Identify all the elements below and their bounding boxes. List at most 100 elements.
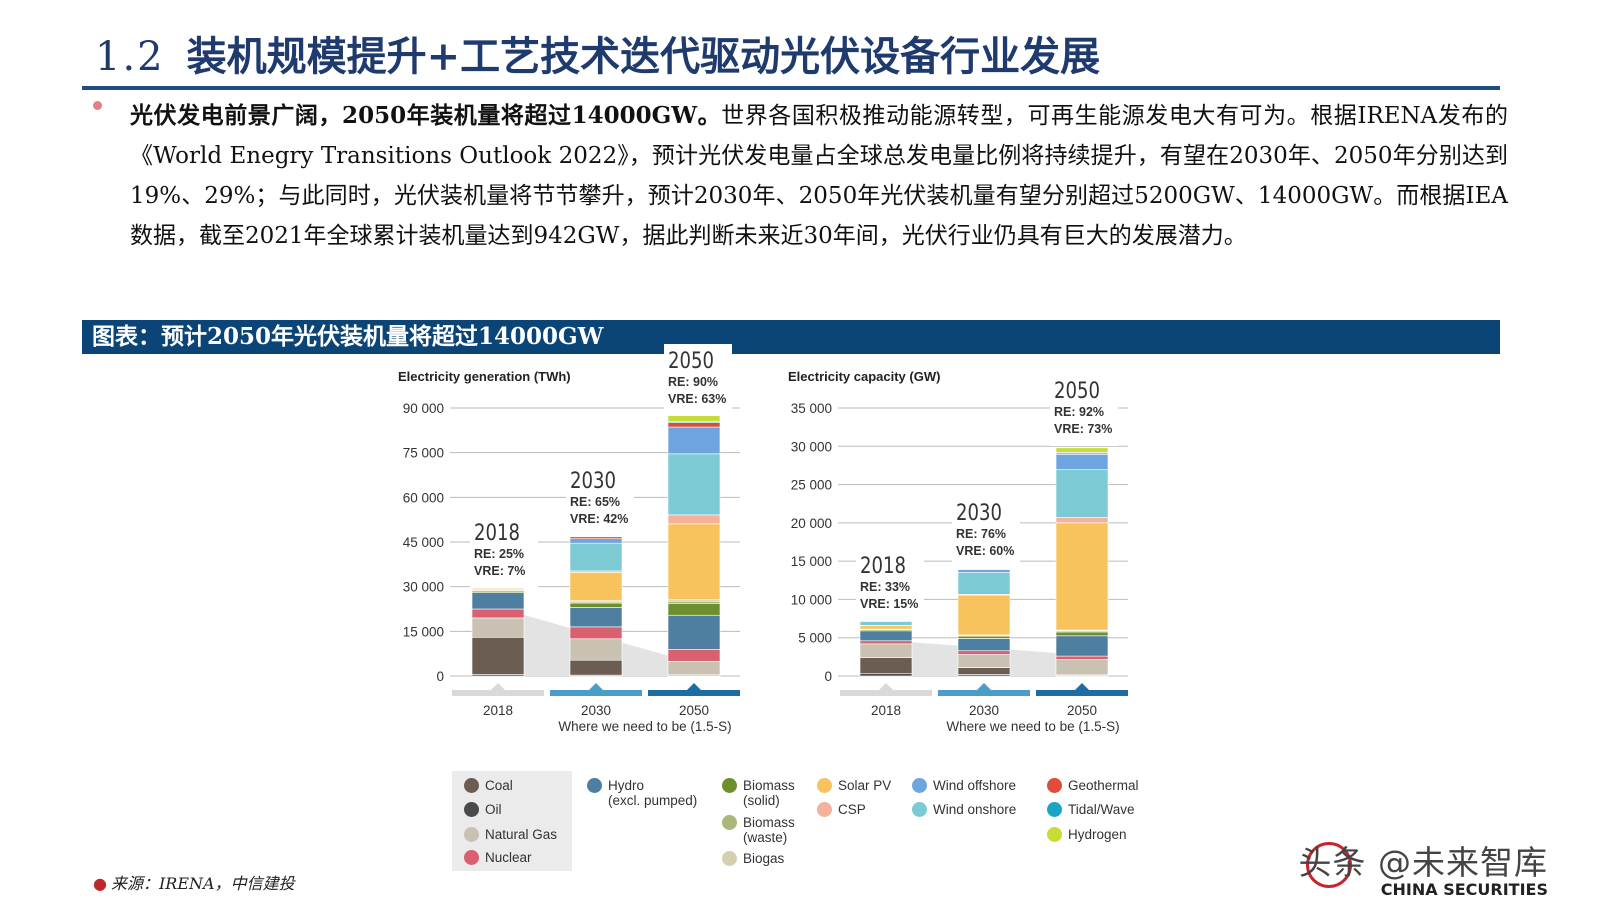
category-marker-icon — [687, 683, 701, 690]
bar-segment-coal-2018 — [859, 657, 913, 675]
source-bullet-icon: ● — [93, 874, 107, 893]
legend-label-solar-pv: Solar PV — [838, 778, 892, 793]
chart-title: Electricity generation (TWh) — [398, 369, 571, 384]
bar-segment-wind-onshore-2050 — [667, 453, 721, 516]
category-underline — [648, 690, 740, 696]
x-tick-label: 2030 — [581, 703, 611, 718]
bar-segment-nuclear-2050 — [667, 649, 721, 662]
annotation-vre: VRE: 15% — [860, 597, 918, 611]
category-marker-icon — [491, 683, 505, 690]
annotation-vre: VRE: 73% — [1054, 422, 1112, 436]
y-tick-label: 0 — [824, 669, 832, 684]
bar-segment-tidal-wave-2030 — [957, 568, 1011, 570]
legend-swatch-natural-gas — [464, 827, 479, 842]
category-marker-icon — [977, 683, 991, 690]
legend-swatch-wind-offshore — [912, 778, 927, 793]
annotation-re: RE: 65% — [570, 495, 620, 509]
legend-swatch-hydro — [587, 778, 602, 793]
x-tick-label: 2050 — [1067, 703, 1097, 718]
chart-title: Electricity capacity (GW) — [788, 369, 940, 384]
bar-segment-natural-gas-2050 — [667, 661, 721, 676]
bar-segment-biomass-solid-2030 — [957, 635, 1011, 639]
title-divider — [82, 86, 1500, 90]
x-sub-label: Where we need to be (1.5-S) — [946, 719, 1119, 734]
legend-label-biomass-solid: Biomass (solid) — [743, 778, 795, 808]
legend-swatch-oil — [464, 802, 479, 817]
y-tick-label: 20 000 — [791, 516, 832, 531]
x-tick-label: 2030 — [969, 703, 999, 718]
y-tick-label: 30 000 — [403, 580, 444, 595]
legend-swatch-solar-pv — [817, 778, 832, 793]
source-text: 来源：IRENA，中信建投 — [110, 874, 295, 893]
bar-segment-natural-gas-2030 — [957, 654, 1011, 668]
bar-segment-csp-2050 — [1055, 517, 1109, 524]
body-paragraph: 光伏发电前景广阔，2050年装机量将超过14000GW。世界各国积极推动能源转型… — [130, 96, 1508, 256]
category-underline — [938, 690, 1030, 696]
annotation-re: RE: 76% — [956, 527, 1006, 541]
annotation-re: RE: 90% — [668, 375, 718, 389]
annotation-year: 2050 — [668, 349, 714, 374]
annotation-bg — [856, 549, 924, 621]
category-marker-icon — [589, 683, 603, 690]
legend-label-wind-onshore: Wind onshore — [933, 802, 1017, 817]
y-tick-label: 90 000 — [403, 401, 444, 416]
annotation-bg — [470, 516, 538, 588]
figure-caption: 图表：预计2050年光伏装机量将超过14000GW — [82, 320, 1500, 354]
annotation-bg — [566, 464, 634, 536]
legend-swatch-biogas — [722, 851, 737, 866]
bar-segment-coal-2018 — [471, 636, 525, 675]
x-tick-label: 2018 — [871, 703, 901, 718]
chart-2: Electricity capacity (GW) 0 5 000 10 000 15 … — [788, 369, 1128, 734]
category-marker-icon — [879, 683, 893, 690]
category-underline — [550, 690, 642, 696]
y-tick-label: 5 000 — [798, 631, 832, 646]
bar-segment-nuclear-2018 — [859, 640, 913, 645]
y-tick-label: 45 000 — [403, 535, 444, 550]
annotation-year: 2030 — [956, 501, 1002, 526]
chart-legend: Coal Oil Natural Gas Nuclear Hydro (excl. pu… — [452, 771, 1172, 871]
annotation-year: 2018 — [860, 554, 906, 579]
annotation-re: RE: 33% — [860, 580, 910, 594]
bar-segment-oil-2018 — [859, 673, 913, 677]
bar-segment-hydro-2030 — [957, 638, 1011, 652]
x-sub-label: Where we need to be (1.5-S) — [558, 719, 731, 734]
bar-segment-wind-offshore-2030 — [957, 569, 1011, 573]
annotation-re: RE: 25% — [474, 547, 524, 561]
bar-segment-wind-offshore-2030 — [569, 538, 623, 544]
bar-segment-hydro-2018 — [859, 630, 913, 642]
annotation-year: 2030 — [570, 469, 616, 494]
y-tick-label: 35 000 — [791, 401, 832, 416]
paragraph-lead: 光伏发电前景广阔，2050年装机量将超过14000GW。 — [130, 102, 722, 129]
y-tick-label: 75 000 — [403, 446, 444, 461]
bar-segment-wind-offshore-2050 — [1055, 454, 1109, 470]
annotation-vre: VRE: 7% — [474, 564, 525, 578]
section-title: 装机规模提升+工艺技术迭代驱动光伏设备行业发展 — [186, 33, 1101, 80]
bar-segment-wind-onshore-2030 — [569, 542, 623, 572]
legend-swatch-nuclear — [464, 850, 479, 865]
legend-swatch-biomass-waste — [722, 815, 737, 830]
bar-segment-biomass-waste-2050 — [667, 600, 721, 604]
bar-segment-solar-pv-2050 — [1055, 522, 1109, 631]
bar-segment-hydro-2030 — [569, 607, 623, 628]
slide-title: 1.2 装机规模提升+工艺技术迭代驱动光伏设备行业发展 — [95, 24, 1100, 82]
annotation-bg — [952, 496, 1020, 568]
bar-segment-biomass-solid-2050 — [1055, 631, 1109, 637]
annotation-year: 2050 — [1054, 379, 1100, 404]
paragraph-text: 世界各国积极推动能源转型，可再生能源发电大有可为。根据IRENA发布的《Worl… — [130, 103, 1508, 249]
legend-label-geothermal: Geothermal — [1068, 778, 1139, 793]
legend-label-hydrogen: Hydrogen — [1068, 827, 1127, 842]
legend-label-wind-offshore: Wind offshore — [933, 778, 1017, 793]
y-tick-label: 10 000 — [791, 592, 832, 607]
annotation-vre: VRE: 63% — [668, 392, 726, 406]
y-tick-label: 0 — [436, 669, 444, 684]
bar-segment-solar-pv-2030 — [569, 572, 623, 601]
bar-segment-natural-gas-2018 — [859, 643, 913, 658]
bar-segment-csp-2050 — [667, 514, 721, 525]
watermark-sub: CHINA SECURITIES — [1380, 880, 1548, 899]
watermark-main: 头条 @未来智库 — [1298, 843, 1548, 882]
x-tick-label: 2018 — [483, 703, 513, 718]
source-note: ● 来源：IRENA，中信建投 — [93, 870, 295, 894]
bar-segment-natural-gas-2050 — [1055, 659, 1109, 676]
annotation-bg — [1050, 374, 1118, 446]
